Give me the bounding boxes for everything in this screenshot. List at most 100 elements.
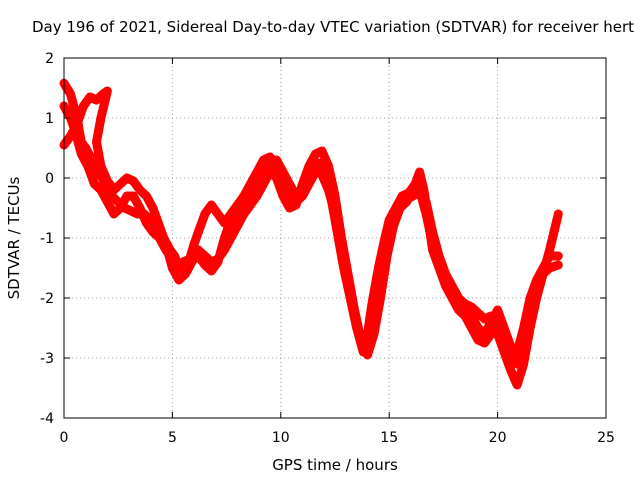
- data-point: [200, 261, 209, 269]
- data-point: [194, 252, 203, 260]
- series-trace-c: [59, 101, 563, 369]
- data-point: [129, 192, 138, 200]
- y-tick-label: 2: [45, 51, 54, 67]
- data-point: [181, 261, 190, 269]
- x-tick-label: 20: [489, 430, 507, 446]
- data-point: [422, 210, 431, 218]
- data-point: [142, 219, 151, 227]
- data-point: [233, 222, 242, 230]
- data-point: [500, 336, 509, 344]
- data-point: [187, 255, 196, 263]
- data-point: [506, 354, 515, 362]
- data-point: [389, 216, 398, 224]
- data-point: [226, 216, 235, 224]
- data-point: [409, 192, 418, 200]
- data-point: [77, 150, 86, 158]
- data-point: [513, 360, 522, 368]
- data-point: [461, 312, 470, 320]
- data-point: [259, 171, 268, 179]
- data-point: [554, 252, 563, 260]
- data-point: [415, 186, 424, 194]
- x-tick-label: 0: [60, 430, 69, 446]
- data-point: [265, 159, 274, 167]
- data-point: [135, 186, 144, 194]
- data-point: [554, 261, 563, 269]
- y-tick-label: -3: [40, 351, 54, 367]
- data-point: [278, 192, 287, 200]
- data-point: [96, 162, 105, 170]
- data-point: [363, 351, 372, 359]
- series-trace-line: [59, 101, 563, 369]
- data-point: [155, 222, 164, 230]
- data-point: [415, 168, 424, 176]
- data-point: [190, 240, 199, 248]
- data-point: [383, 240, 392, 248]
- data-point: [116, 180, 125, 188]
- data-point: [207, 201, 216, 209]
- data-point: [86, 93, 95, 101]
- data-point: [519, 342, 528, 350]
- data-point: [285, 204, 294, 212]
- data-point: [317, 171, 326, 179]
- data-point: [109, 186, 118, 194]
- data-point: [103, 87, 112, 95]
- data-point: [252, 183, 261, 191]
- data-point: [493, 324, 502, 332]
- x-axis-label: GPS time / hours: [272, 456, 398, 474]
- data-point: [142, 192, 151, 200]
- data-point: [474, 336, 483, 344]
- data-point: [239, 192, 248, 200]
- data-point: [545, 264, 554, 272]
- data-point: [129, 177, 138, 185]
- data-point: [396, 204, 405, 212]
- data-point: [376, 276, 385, 284]
- data-point: [148, 228, 157, 236]
- data-point: [324, 162, 333, 170]
- data-point: [480, 339, 489, 347]
- data-point: [454, 306, 463, 314]
- data-point: [324, 186, 333, 194]
- data-point: [239, 207, 248, 215]
- data-point: [200, 210, 209, 218]
- data-point: [161, 246, 170, 254]
- y-axis-label: SDTVAR / TECUs: [5, 176, 23, 299]
- data-point: [259, 156, 268, 164]
- data-point: [92, 138, 101, 146]
- data-point: [207, 267, 216, 275]
- data-point: [246, 195, 255, 203]
- data-point: [435, 264, 444, 272]
- data-point: [545, 246, 554, 254]
- data-point: [480, 315, 489, 323]
- data-point: [331, 210, 339, 218]
- data-point: [311, 165, 320, 173]
- data-point: [174, 276, 183, 284]
- data-point: [428, 240, 437, 248]
- data-point: [448, 294, 457, 302]
- data-point: [278, 168, 287, 176]
- data-point: [493, 306, 502, 314]
- data-point: [304, 162, 313, 170]
- axis-ticks: 0 5 10 15 20 25 -4 -3 -2 -1 0 1 2: [40, 51, 615, 446]
- data-point: [174, 264, 183, 272]
- data-point: [213, 258, 222, 266]
- data-point: [116, 204, 125, 212]
- data-point: [233, 210, 242, 218]
- data-point: [252, 168, 261, 176]
- data-point: [402, 195, 411, 203]
- y-tick-label: 1: [45, 111, 54, 127]
- data-point: [467, 324, 476, 332]
- x-tick-label: 5: [168, 430, 177, 446]
- data-point: [92, 96, 101, 104]
- x-tick-label: 15: [380, 430, 398, 446]
- data-point: [181, 270, 190, 278]
- y-tick-label: -4: [40, 411, 54, 427]
- data-point: [304, 174, 313, 182]
- data-point: [291, 192, 300, 200]
- data-point: [83, 162, 92, 170]
- data-point: [441, 282, 450, 290]
- data-point: [291, 201, 300, 209]
- data-point: [96, 114, 105, 122]
- data-point: [467, 303, 476, 311]
- y-tick-label: 0: [45, 171, 54, 187]
